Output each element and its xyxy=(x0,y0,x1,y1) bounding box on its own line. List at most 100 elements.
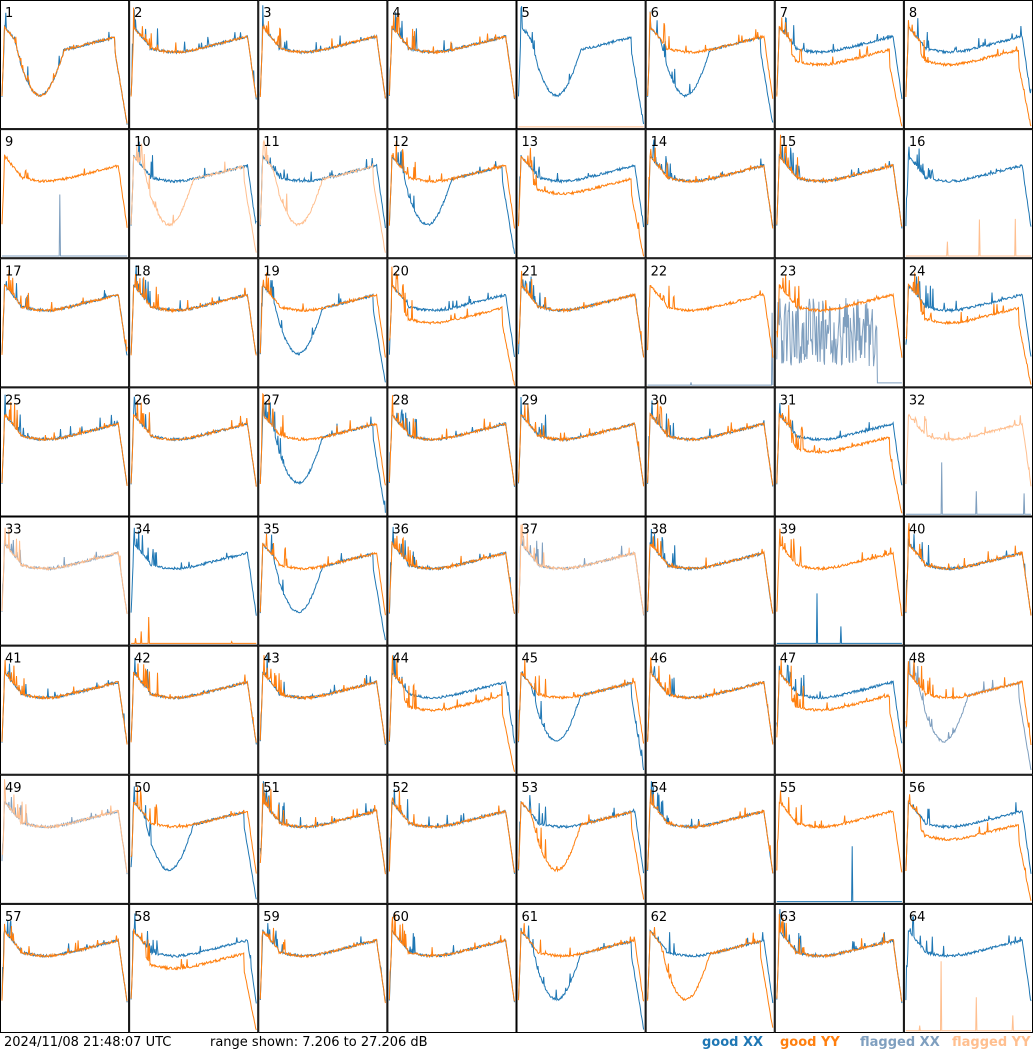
series-yy xyxy=(130,400,257,487)
series-yy xyxy=(905,272,1032,385)
series-xx xyxy=(130,396,257,487)
panel-8: 8 xyxy=(903,0,1033,130)
panel-60: 60 xyxy=(387,903,517,1033)
panel-number: 29 xyxy=(522,393,539,408)
series-yy xyxy=(905,961,1031,1032)
series-yy xyxy=(131,616,257,644)
panel-5: 5 xyxy=(516,0,646,130)
panel-frame xyxy=(516,516,646,646)
series-yy xyxy=(905,794,1032,902)
series-yy xyxy=(647,284,774,358)
series-yy xyxy=(388,395,515,486)
series-yy xyxy=(1,923,128,1002)
series-xx xyxy=(905,916,1032,1002)
panel-41: 41 xyxy=(0,645,130,775)
panel-frame xyxy=(774,903,904,1033)
panel-63: 63 xyxy=(774,903,904,1033)
panel-frame xyxy=(0,129,130,259)
panel-number: 27 xyxy=(263,393,280,408)
panel-number: 28 xyxy=(392,393,409,408)
series-yy xyxy=(776,134,903,227)
series-xx xyxy=(388,654,515,744)
panel-frame xyxy=(903,645,1033,775)
panel-number: 19 xyxy=(263,264,280,279)
footer: 2024/11/08 21:48:07 UTC range shown: 7.2… xyxy=(0,1033,1033,1053)
series-yy xyxy=(647,147,774,229)
panel-18: 18 xyxy=(129,258,259,388)
panel-frame xyxy=(387,774,517,904)
series-xx xyxy=(905,146,1032,227)
panel-number: 44 xyxy=(392,652,409,667)
panel-number: 53 xyxy=(522,781,539,796)
series-yy xyxy=(130,928,257,1031)
panel-10: 10 xyxy=(129,129,259,259)
panel-frame xyxy=(258,774,388,904)
panel-number: 13 xyxy=(522,135,539,150)
panel-62: 62 xyxy=(645,903,775,1033)
panel-frame xyxy=(129,516,259,646)
series-yy xyxy=(647,789,774,874)
series-yy xyxy=(259,655,386,744)
panel-9: 9 xyxy=(0,129,130,259)
panel-frame xyxy=(774,0,904,130)
panel-frame xyxy=(129,0,259,130)
panel-number: 47 xyxy=(780,652,797,667)
panel-31: 31 xyxy=(774,387,904,517)
panel-21: 21 xyxy=(516,258,646,388)
panel-frame xyxy=(645,516,775,646)
panel-frame xyxy=(0,0,130,130)
panel-37: 37 xyxy=(516,516,646,646)
panel-frame xyxy=(774,129,904,259)
series-xx xyxy=(905,659,1032,771)
panel-number: 59 xyxy=(263,910,280,925)
series-yy xyxy=(388,790,515,873)
panel-frame xyxy=(0,774,130,904)
panel-number: 63 xyxy=(780,910,797,925)
series-yy xyxy=(259,533,386,616)
panel-2: 2 xyxy=(129,0,259,130)
panel-45: 45 xyxy=(516,645,646,775)
panel-59: 59 xyxy=(258,903,388,1033)
panel-frame xyxy=(516,645,646,775)
panel-3: 3 xyxy=(258,0,388,130)
panel-32: 32 xyxy=(903,387,1033,517)
panel-number: 2 xyxy=(134,6,142,21)
panel-54: 54 xyxy=(645,774,775,904)
panel-43: 43 xyxy=(258,645,388,775)
series-xx xyxy=(776,846,902,903)
series-yy xyxy=(776,17,903,127)
series-yy xyxy=(259,139,386,253)
panel-frame xyxy=(258,903,388,1033)
series-yy xyxy=(130,787,257,874)
series-yy xyxy=(130,663,257,743)
panel-frame xyxy=(258,258,388,388)
panel-frame xyxy=(516,258,646,388)
panel-number: 57 xyxy=(5,910,22,925)
series-yy xyxy=(388,266,515,386)
panel-number: 42 xyxy=(134,652,151,667)
panel-frame xyxy=(645,258,775,388)
panel-number: 16 xyxy=(909,135,926,150)
series-xx xyxy=(905,462,1031,515)
panel-number: 23 xyxy=(780,264,797,279)
panel-frame xyxy=(774,645,904,775)
panel-number: 8 xyxy=(909,6,917,21)
series-yy xyxy=(130,7,257,98)
series-yy xyxy=(388,655,515,772)
series-xx xyxy=(905,275,1032,357)
panel-22: 22 xyxy=(645,258,775,388)
panel-51: 51 xyxy=(258,774,388,904)
panel-number: 41 xyxy=(5,652,22,667)
series-yy xyxy=(388,140,515,229)
panel-number: 24 xyxy=(909,264,926,279)
panel-frame xyxy=(903,0,1033,130)
panel-1: 1 xyxy=(0,0,130,130)
panel-number: 9 xyxy=(5,135,13,150)
panel-number: 46 xyxy=(651,652,668,667)
series-yy xyxy=(388,535,515,614)
series-yy xyxy=(259,392,386,486)
panel-frame xyxy=(0,387,130,517)
legend-flagged-xx: flagged XX xyxy=(860,1035,940,1050)
panel-55: 55 xyxy=(774,774,904,904)
legend-good-yy: good YY xyxy=(780,1035,840,1050)
